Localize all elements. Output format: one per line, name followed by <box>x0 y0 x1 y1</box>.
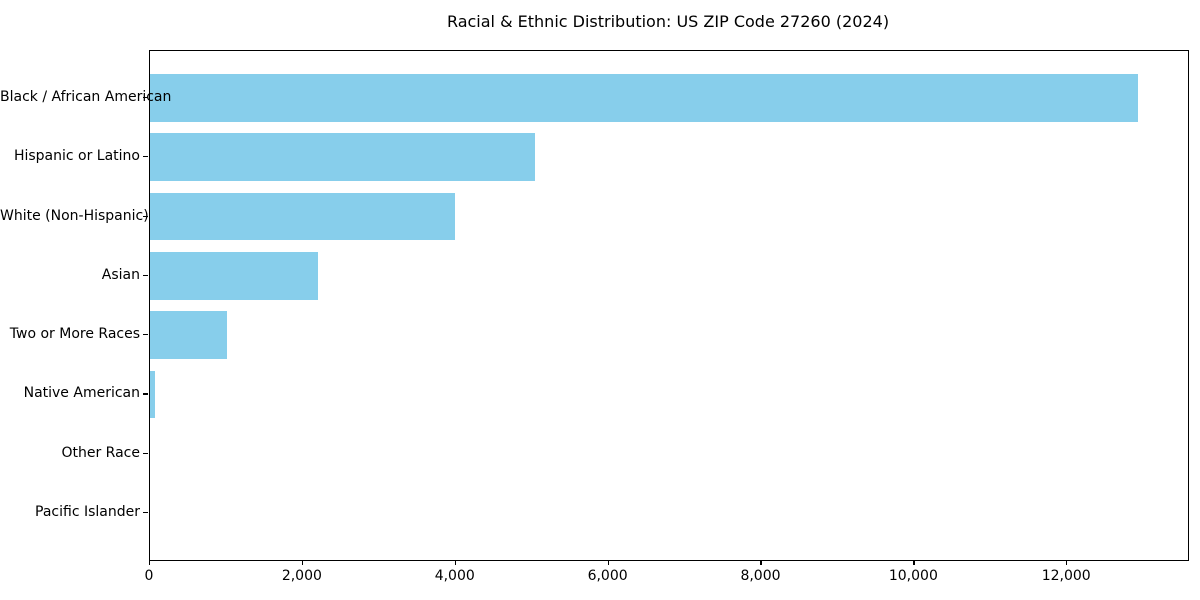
plot-area <box>149 50 1189 561</box>
y-tick <box>143 215 148 217</box>
y-tick <box>143 156 148 158</box>
y-axis-label-native-american: Native American <box>23 385 140 402</box>
x-tick <box>760 560 762 565</box>
y-axis-label-asian: Asian <box>101 266 140 283</box>
bar-two-or-more-races <box>150 311 228 359</box>
bar-hispanic-or-latino <box>150 133 536 181</box>
chart-title: Racial & Ethnic Distribution: US ZIP Cod… <box>446 12 890 31</box>
x-axis-tick-label: 10,000 <box>888 568 938 584</box>
x-tick <box>301 560 304 565</box>
x-tick <box>149 560 151 565</box>
x-axis-tick-label: 4,000 <box>434 568 475 584</box>
x-tick <box>1066 560 1068 565</box>
y-tick <box>143 96 148 99</box>
y-tick <box>143 512 148 514</box>
y-axis-label-hispanic-or-latino: Hispanic or Latino <box>13 148 140 165</box>
y-axis-label-other-race: Other Race <box>61 444 140 461</box>
y-axis-label-white-non-hispanic: White (Non-Hispanic) <box>0 207 149 224</box>
bar-native-american <box>150 370 155 419</box>
x-tick <box>607 560 609 565</box>
bar-black-african-american <box>150 74 1139 122</box>
bar-asian <box>150 252 319 300</box>
x-axis-tick-label: 8,000 <box>740 568 781 584</box>
bar-white-non-hispanic <box>150 192 455 241</box>
y-tick <box>143 274 148 277</box>
y-axis-label-pacific-islander: Pacific Islander <box>35 504 140 521</box>
y-tick <box>143 393 148 395</box>
x-tick <box>913 560 915 565</box>
x-axis-tick-label: 2,000 <box>281 568 322 584</box>
y-tick <box>143 334 148 336</box>
x-tick <box>454 560 456 565</box>
y-axis-label-two-or-more-races: Two or More Races <box>9 326 140 343</box>
x-axis-tick-label: 12,000 <box>1041 568 1091 584</box>
x-axis-tick-label: 0 <box>144 568 154 584</box>
y-tick <box>143 452 148 454</box>
y-axis-label-black-african-american: Black / African American <box>0 88 172 105</box>
x-axis-tick-label: 6,000 <box>587 568 628 584</box>
